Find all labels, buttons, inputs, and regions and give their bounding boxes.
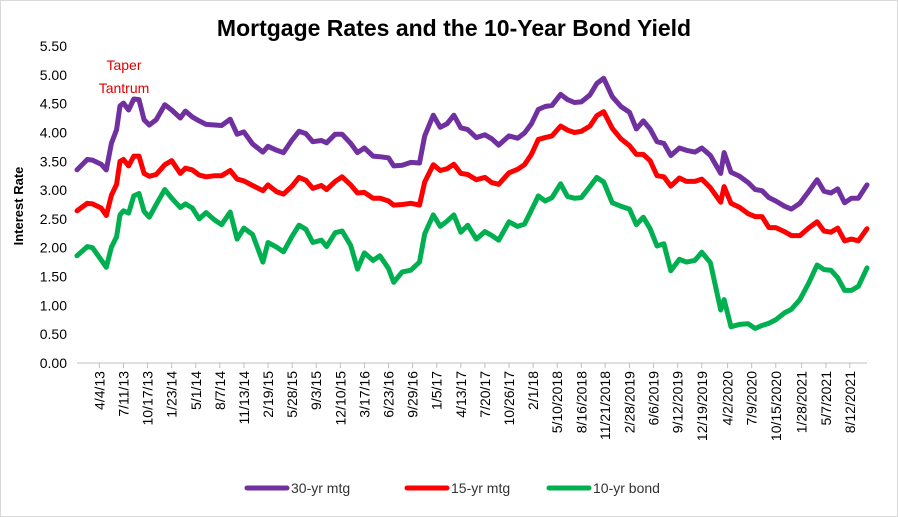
legend-entry: 10-yr bond — [593, 480, 660, 496]
x-tick-label: 9/12/2019 — [670, 371, 686, 433]
y-tick-label: 2.50 — [40, 211, 67, 227]
y-tick-label: 1.00 — [40, 297, 67, 313]
series-line-30-yr-mtg — [74, 75, 870, 212]
y-axis-title: Interest Rate — [11, 167, 26, 246]
x-tick-label: 6/6/2019 — [646, 371, 662, 426]
taper-tantrum-annotation: Taper Tantrum — [99, 57, 150, 96]
x-tick-label: 2/28/2019 — [621, 371, 637, 433]
x-tick-label: 5/28/15 — [284, 371, 300, 418]
y-tick-label: 0.50 — [40, 326, 67, 342]
x-tick-label: 2/19/15 — [260, 371, 276, 418]
x-tick-label: 8/16/2018 — [573, 371, 589, 433]
x-tick-label: 10/26/17 — [501, 371, 517, 426]
annotation-line-2: Tantrum — [99, 80, 150, 96]
y-tick-label: 3.50 — [40, 153, 67, 169]
x-tick-label: 8/7/14 — [212, 371, 228, 410]
legend-entry: 15-yr mtg — [451, 480, 510, 496]
x-tick-label: 9/29/16 — [405, 371, 421, 418]
x-tick-label: 1/5/17 — [429, 371, 445, 410]
x-axis: 4/4/13 7/11/13 10/17/13 1/23/14 5/1/14 8/7/14… — [77, 362, 867, 441]
series-line-10-yr-bond — [74, 174, 870, 331]
x-tick-label: 12/10/15 — [332, 371, 348, 426]
y-tick-label: 5.50 — [40, 38, 67, 54]
x-tick-label: 7/20/17 — [477, 371, 493, 418]
x-tick-label: 7/9/2020 — [744, 371, 760, 426]
x-tick-label: 5/10/2018 — [549, 371, 565, 433]
y-axis: 0.00 0.50 1.00 1.50 2.00 2.50 3.00 3.50 4.00 4.50… — [40, 38, 67, 371]
x-tick-label: 5/1/14 — [188, 371, 204, 410]
legend-entry: 30-yr mtg — [291, 480, 350, 496]
x-tick-label: 5/7/2021 — [818, 371, 834, 426]
x-tick-label: 9/3/15 — [308, 371, 324, 410]
x-tick-label: 1/28/2021 — [794, 371, 810, 433]
x-tick-label: 4/4/13 — [91, 371, 107, 410]
y-tick-label: 4.00 — [40, 124, 67, 140]
y-tick-label: 0.00 — [40, 355, 67, 371]
x-tick-label: 10/15/2020 — [768, 371, 784, 441]
x-tick-label: 4/2/2020 — [720, 371, 736, 426]
y-tick-label: 2.00 — [40, 240, 67, 256]
series-lines — [74, 75, 870, 331]
chart-title: Mortgage Rates and the 10-Year Bond Yiel… — [217, 15, 691, 41]
y-tick-label: 4.50 — [40, 96, 67, 112]
y-tick-label: 5.00 — [40, 67, 67, 83]
legend: 30-yr mtg 15-yr mtg 10-yr bond — [244, 480, 660, 496]
y-tick-label: 3.00 — [40, 182, 67, 198]
x-tick-label: 4/13/17 — [453, 371, 469, 418]
series-line-15-yr-mtg — [74, 109, 870, 244]
annotation-line-1: Taper — [106, 57, 141, 73]
x-tick-label: 2/1/18 — [525, 371, 541, 410]
x-tick-label: 8/12/2021 — [842, 371, 858, 433]
x-tick-label: 11/21/2018 — [597, 371, 613, 440]
x-tick-label: 3/17/16 — [356, 371, 372, 418]
x-tick-label: 10/17/13 — [140, 371, 156, 426]
x-tick-label: 11/13/14 — [236, 371, 252, 425]
y-tick-label: 1.50 — [40, 269, 67, 285]
x-tick-label: 7/11/13 — [115, 371, 131, 417]
x-tick-label: 6/23/16 — [381, 371, 397, 418]
x-tick-label: 1/23/14 — [164, 371, 180, 418]
x-tick-label: 12/19/2019 — [694, 371, 710, 441]
